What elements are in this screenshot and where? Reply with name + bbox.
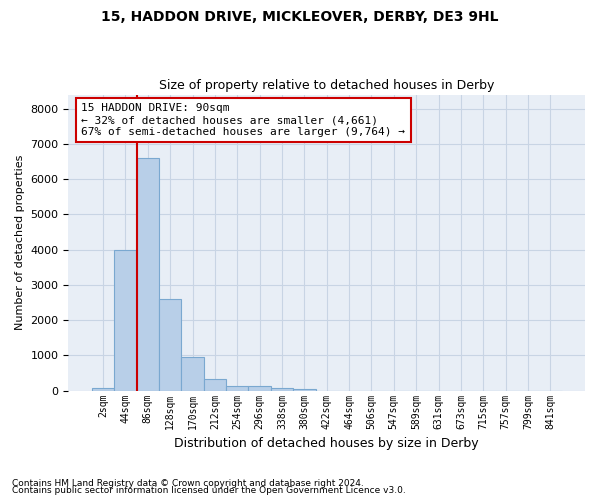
X-axis label: Distribution of detached houses by size in Derby: Distribution of detached houses by size … — [175, 437, 479, 450]
Title: Size of property relative to detached houses in Derby: Size of property relative to detached ho… — [159, 79, 494, 92]
Bar — [293, 388, 316, 390]
Bar — [204, 379, 226, 390]
Bar — [248, 386, 271, 390]
Text: Contains HM Land Registry data © Crown copyright and database right 2024.: Contains HM Land Registry data © Crown c… — [12, 478, 364, 488]
Bar — [226, 386, 248, 390]
Y-axis label: Number of detached properties: Number of detached properties — [15, 155, 25, 330]
Bar — [181, 357, 204, 390]
Bar — [114, 250, 137, 390]
Text: 15, HADDON DRIVE, MICKLEOVER, DERBY, DE3 9HL: 15, HADDON DRIVE, MICKLEOVER, DERBY, DE3… — [101, 10, 499, 24]
Bar — [137, 158, 159, 390]
Text: 15 HADDON DRIVE: 90sqm
← 32% of detached houses are smaller (4,661)
67% of semi-: 15 HADDON DRIVE: 90sqm ← 32% of detached… — [82, 104, 406, 136]
Text: Contains public sector information licensed under the Open Government Licence v3: Contains public sector information licen… — [12, 486, 406, 495]
Bar — [159, 299, 181, 390]
Bar — [92, 388, 114, 390]
Bar — [271, 388, 293, 390]
